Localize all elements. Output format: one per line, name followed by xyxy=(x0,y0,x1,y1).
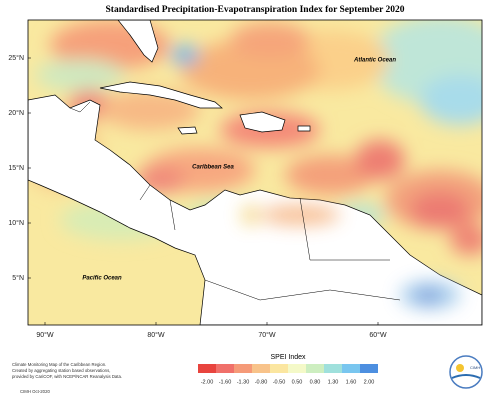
lon-tick-label: 90°W xyxy=(36,331,54,339)
legend-ticks: -2.00 -1.60 -1.30 -0.80 -0.50 0.50 0.80 1.30 1.6… xyxy=(201,379,375,385)
logo-text: CIMH xyxy=(470,365,480,370)
caribbean-label: Caribbean Sea xyxy=(192,165,234,171)
legend-tick-label: 1.60 xyxy=(346,379,357,385)
map-frame xyxy=(27,19,483,326)
borders xyxy=(69,101,401,301)
lon-tick-label: 70°W xyxy=(258,331,276,339)
lat-axis: 25°N 20°N 15°N 10°N 5°N xyxy=(8,54,31,282)
lat-tick-label: 15°N xyxy=(8,164,24,172)
lat-tick-label: 5°N xyxy=(12,274,24,282)
footnote: Climate Monitoring Map of the Caribbean … xyxy=(12,362,122,394)
atlantic-label: Atlantic Ocean xyxy=(353,58,396,64)
map-title: Standardised Precipitation-Evapotranspir… xyxy=(106,5,405,15)
spei-field-land xyxy=(242,205,460,309)
legend-tick-label: 1.30 xyxy=(328,379,339,385)
lon-tick-label: 80°W xyxy=(147,331,165,339)
florida xyxy=(117,20,159,63)
legend-tick-label: 2.00 xyxy=(364,379,375,385)
lat-tick-label: 10°N xyxy=(8,219,24,227)
lon-tick-label: 60°W xyxy=(369,331,387,339)
logo: CIMH xyxy=(449,355,483,389)
legend-tick-label: -0.80 xyxy=(255,379,268,385)
footnote-line: provided by CariCOF, with NCEP/NCAR Rean… xyxy=(12,374,122,379)
legend-title: SPEI Index xyxy=(270,354,306,361)
cuba xyxy=(99,81,223,109)
legend-tick-label: 0.80 xyxy=(310,379,321,385)
credit: CIMH Oct-2020 xyxy=(20,389,50,394)
legend-tick-label: -1.30 xyxy=(237,379,250,385)
legend-tick-label: -1.60 xyxy=(219,379,232,385)
footnote-line: Climate Monitoring Map of the Caribbean … xyxy=(12,362,106,367)
hispaniola xyxy=(239,111,286,133)
pacific-label: Pacific Ocean xyxy=(82,276,122,282)
lat-tick-label: 25°N xyxy=(8,54,24,62)
legend-bar xyxy=(198,364,378,373)
jamaica xyxy=(177,126,198,135)
legend-tick-label: -0.50 xyxy=(273,379,286,385)
lon-axis: 90°W 80°W 70°W 60°W xyxy=(36,322,387,339)
legend-tick-label: 0.50 xyxy=(292,379,303,385)
legend-tick-label: -2.00 xyxy=(201,379,214,385)
footnote-line: Created by aggregating station based obs… xyxy=(12,368,110,373)
lat-tick-label: 20°N xyxy=(8,109,24,117)
map-area: Atlantic Ocean Caribbean Sea Pacific Oce… xyxy=(28,20,482,325)
puerto-rico xyxy=(297,125,311,132)
